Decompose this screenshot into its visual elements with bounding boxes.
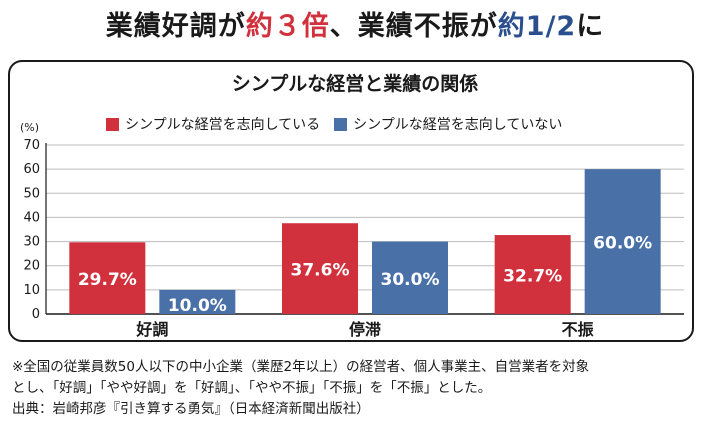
headline-part-3: に xyxy=(576,11,605,42)
legend-swatch-blue xyxy=(334,117,348,131)
bar-value-label: 29.7% xyxy=(78,270,137,290)
bar-value-label: 10.0% xyxy=(168,296,227,316)
footnote-line-2: とし、「好調」「やや好調」を「好調」、「やや不振」「不振」を「不振」とした。 xyxy=(12,380,492,396)
x-category-label: 好調 xyxy=(135,320,168,339)
legend-label-oriented: シンプルな経営を志向している xyxy=(125,117,321,133)
y-tick-label: 50 xyxy=(23,186,40,201)
legend-item-not-oriented: シンプルな経営を志向していない xyxy=(334,114,562,134)
bar-chart: 0 10 20 30 40 50 60 70 29.7% 10.0%好調 37.6% 30.0% 停滞 3… xyxy=(23,138,684,339)
bar-oriented xyxy=(494,235,571,314)
bar-value-label: 32.7% xyxy=(503,267,562,287)
bar-not-oriented xyxy=(159,289,236,314)
y-tick-label: 60 xyxy=(23,162,40,177)
y-tick-label: 70 xyxy=(23,138,40,153)
x-category-label: 停滞 xyxy=(349,320,381,339)
legend-item-oriented: シンプルな経営を志向している xyxy=(106,114,320,134)
chart-title: シンプルな経営と業績の関係 xyxy=(231,73,479,95)
y-axis-unit: (%) xyxy=(20,121,40,134)
bar-oriented xyxy=(69,242,146,314)
footnote: ※全国の従業員数50人以下の中小企業（業歴2年以上）の経営者、個人事業主、自営業… xyxy=(12,357,707,420)
bar-oriented xyxy=(282,223,358,314)
footnote-line-1: ※全国の従業員数50人以下の中小企業（業歴2年以上）の経営者、個人事業主、自営業… xyxy=(12,359,590,375)
y-tick-label: 20 xyxy=(23,259,40,274)
y-tick-label: 40 xyxy=(23,210,40,225)
legend-label-not-oriented: シンプルな経営を志向していない xyxy=(353,117,563,133)
y-tick-label: 30 xyxy=(23,235,40,250)
legend-swatch-red xyxy=(106,117,119,131)
y-tick-label: 0 xyxy=(32,307,40,322)
headline: 業績好調が約３倍、業績不振が約1/2に xyxy=(0,4,710,43)
bar-value-label: 30.0% xyxy=(381,270,440,290)
chart-frame xyxy=(8,60,694,342)
bar-not-oriented xyxy=(584,169,661,314)
bar-value-label: 37.6% xyxy=(291,261,350,281)
y-tick-label: 10 xyxy=(23,283,40,298)
headline-highlight-2: 約1/2 xyxy=(497,11,577,42)
headline-highlight-1: 約３倍 xyxy=(245,11,330,42)
footnote-source: 出典：岩崎邦彦『引き算する勇気』（日本経済新聞出版社） xyxy=(12,401,370,417)
legend: シンプルな経営を志向している シンプルな経営を志向していない xyxy=(106,114,576,134)
bar-value-label: 60.0% xyxy=(593,234,652,254)
headline-part-2: 、業績不振が xyxy=(329,11,498,42)
x-category-label: 不振 xyxy=(562,320,594,339)
headline-part-1: 業績好調が xyxy=(105,11,246,42)
bar-not-oriented xyxy=(372,241,448,314)
